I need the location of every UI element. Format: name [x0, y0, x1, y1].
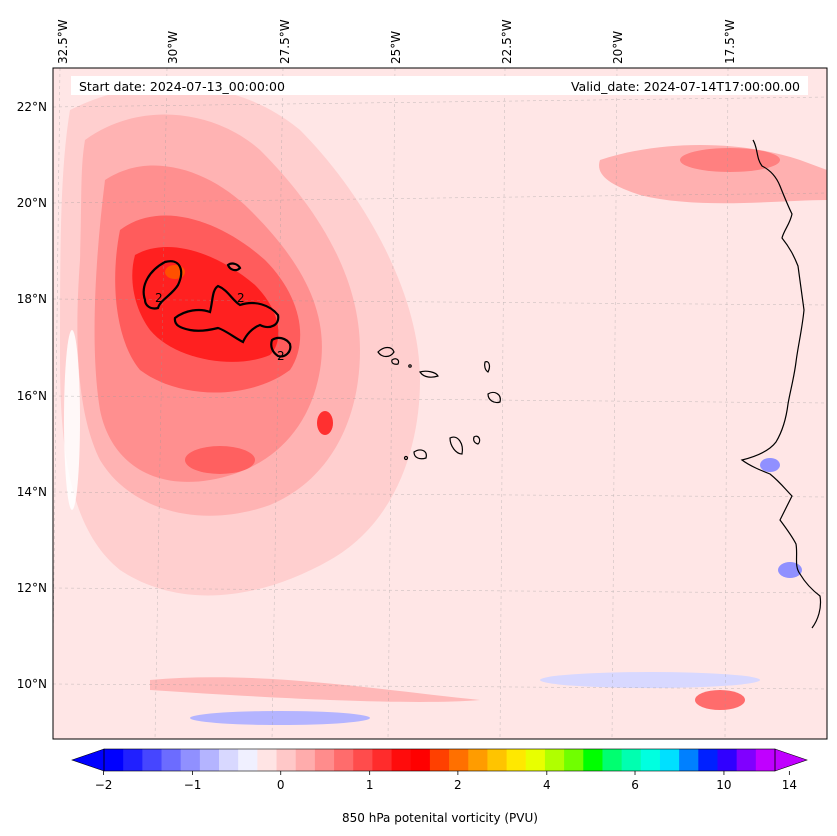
colorbar-ticks: −2 −1 0 1 2 4 6 10 14 — [95, 771, 797, 792]
cape-verde-islands — [377, 346, 501, 461]
colorbar-segment — [698, 749, 719, 771]
pv-patch-mid — [317, 411, 333, 435]
colorbar-segment — [468, 749, 489, 771]
colorbar-segment — [429, 749, 450, 771]
lat-label: 10°N — [17, 677, 47, 691]
start-date-label: Start date: 2024-07-13_00:00:00 — [79, 79, 285, 94]
contour-label: 2 — [277, 349, 285, 363]
map-panel: 2 2 2 Start date: 2024-07-13_00:00: — [17, 19, 828, 740]
colorbar-segment — [257, 749, 278, 771]
colorbar-segment — [659, 749, 680, 771]
lon-label: 30°W — [166, 31, 180, 64]
colorbar: −2 −1 0 1 2 4 6 10 14 850 hPa potenital vorticit… — [71, 748, 808, 825]
colorbar-segment — [525, 749, 546, 771]
lat-label: 18°N — [17, 292, 47, 306]
colorbar-segment — [391, 749, 412, 771]
colorbar-segment — [334, 749, 354, 771]
colorbar-tick-label: 10 — [716, 778, 731, 792]
colorbar-tick-label: −2 — [95, 778, 113, 792]
valid-date-label: Valid_date: 2024-07-14T17:00:00.00 — [571, 79, 800, 94]
colorbar-segment — [123, 749, 143, 771]
colorbar-tick-label: 2 — [454, 778, 462, 792]
lon-label: 32.5°W — [56, 19, 70, 64]
lat-label: 22°N — [17, 100, 47, 114]
lat-label: 14°N — [17, 485, 47, 499]
colorbar-segment — [104, 749, 124, 771]
colorbar-segment — [180, 749, 201, 771]
lon-label: 22.5°W — [500, 19, 514, 64]
pv-negative-west-edge — [64, 330, 80, 510]
date-header-box — [71, 76, 808, 95]
pv-negative-band — [190, 711, 370, 725]
colorbar-segment — [276, 749, 297, 771]
pv-patch-southeast — [695, 690, 745, 710]
lat-label: 16°N — [17, 389, 47, 403]
colorbar-tick-label: 1 — [366, 778, 374, 792]
colorbar-segment — [640, 749, 661, 771]
coastline-africa — [740, 139, 822, 629]
colorbar-extend-low — [71, 748, 105, 772]
colorbar-segment — [219, 749, 239, 771]
pv-band-south — [150, 677, 480, 702]
pv-negative-coast — [760, 458, 780, 472]
colorbar-label: 850 hPa potenital vorticity (PVU) — [342, 811, 538, 825]
pv-negative-band-east — [540, 672, 760, 688]
pv-patch-south — [185, 446, 255, 474]
colorbar-segment — [679, 749, 699, 771]
lon-label: 27.5°W — [278, 19, 292, 64]
colorbar-frame — [103, 748, 776, 772]
lon-label: 25°W — [389, 31, 403, 64]
colorbar-tick-label: 14 — [782, 778, 797, 792]
colorbar-segment — [372, 749, 393, 771]
pv-field: 2 2 2 — [53, 68, 827, 739]
colorbar-tick-label: 6 — [631, 778, 639, 792]
pv-contour-2 — [142, 260, 292, 358]
colorbar-segment — [161, 749, 182, 771]
lon-label: 17.5°W — [723, 19, 737, 64]
colorbar-segments — [104, 749, 776, 771]
colorbar-segment — [353, 749, 373, 771]
colorbar-segment — [487, 749, 508, 771]
colorbar-segment — [410, 749, 431, 771]
colorbar-tick-label: −1 — [184, 778, 202, 792]
colorbar-segment — [621, 749, 642, 771]
colorbar-extend-high — [774, 748, 808, 772]
colorbar-segment — [238, 749, 258, 771]
colorbar-segment — [314, 749, 335, 771]
colorbar-segment — [602, 749, 623, 771]
colorbar-segment — [583, 749, 604, 771]
pv-negative-coast-south — [778, 562, 802, 578]
lon-label: 20°W — [611, 31, 625, 64]
colorbar-segment — [544, 749, 565, 771]
colorbar-segment — [755, 749, 776, 771]
colorbar-segment — [564, 749, 584, 771]
contour-label: 2 — [155, 291, 163, 305]
colorbar-tick-label: 4 — [543, 778, 551, 792]
colorbar-segment — [717, 749, 738, 771]
longitude-labels: 32.5°W 30°W 27.5°W 25°W 22.5°W 20°W 17.5… — [56, 19, 737, 64]
contour-label: 2 — [237, 291, 245, 305]
pv-band-northeast-core — [680, 148, 780, 172]
colorbar-segment — [449, 749, 469, 771]
latitude-labels: 22°N 20°N 18°N 16°N 14°N 12°N 10°N — [17, 100, 47, 691]
colorbar-segment — [736, 749, 757, 771]
colorbar-tick-label: 0 — [277, 778, 285, 792]
map-frame — [52, 67, 828, 740]
colorbar-segment — [199, 749, 220, 771]
colorbar-segment — [142, 749, 163, 771]
lat-label: 12°N — [17, 581, 47, 595]
lat-label: 20°N — [17, 196, 47, 210]
colorbar-segment — [506, 749, 527, 771]
colorbar-segment — [295, 749, 316, 771]
